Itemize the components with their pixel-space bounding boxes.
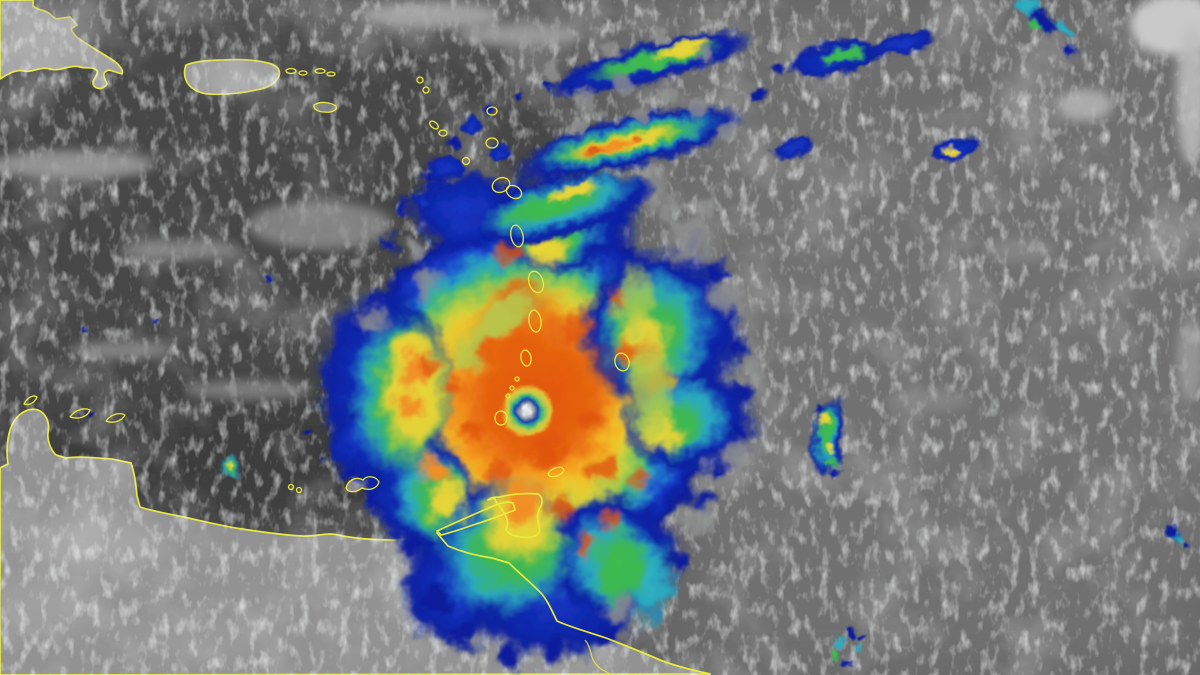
inland-border-line	[584, 639, 613, 675]
saba-coastline	[416, 76, 424, 84]
los-testigos-coastline	[287, 483, 295, 491]
barbuda-coastline	[486, 106, 498, 116]
paria-peninsula-coastline	[436, 501, 516, 536]
hurricane-eye	[500, 384, 554, 438]
anegada-coastline-2	[326, 71, 336, 77]
los-testigos-coastline-2	[295, 486, 303, 494]
trinidad-coastline	[487, 492, 543, 539]
montserrat-coastline	[461, 156, 471, 166]
hurricane	[315, 161, 773, 671]
coastline-overlays	[23, 67, 711, 675]
st-kitts-coastline	[429, 120, 439, 130]
st-croix-coastline	[313, 101, 338, 113]
virgin-islands-coastline-2	[298, 70, 308, 76]
nevis-coastline	[438, 129, 448, 137]
virgin-islands-coastline	[285, 67, 297, 75]
st-eustatius-coastline	[422, 86, 430, 94]
st-vincent-coastline	[520, 349, 532, 367]
dominica-coastline	[510, 224, 524, 248]
convective-cells	[82, 277, 1190, 667]
grenadines-coastline-3	[505, 393, 511, 399]
guadeloupe-coastline	[491, 176, 523, 200]
venezuela-east-coastline	[436, 532, 711, 675]
st-lucia-coastline	[528, 309, 542, 333]
barbados-coastline	[614, 352, 630, 372]
grenadines-coastline-2	[509, 385, 515, 391]
antigua-coastline	[485, 137, 499, 149]
grenada-coastline	[494, 410, 508, 426]
aruba-coastline	[23, 395, 38, 406]
bonaire-coastline	[105, 413, 126, 423]
grenadines-coastline	[514, 376, 520, 382]
martinique-coastline	[527, 270, 545, 294]
bright-clouds	[0, 0, 1200, 412]
curacao-coastline	[69, 408, 91, 419]
anegada-coastline	[314, 68, 326, 74]
margarita-coastline	[345, 476, 380, 493]
tobago-coastline	[547, 466, 565, 478]
